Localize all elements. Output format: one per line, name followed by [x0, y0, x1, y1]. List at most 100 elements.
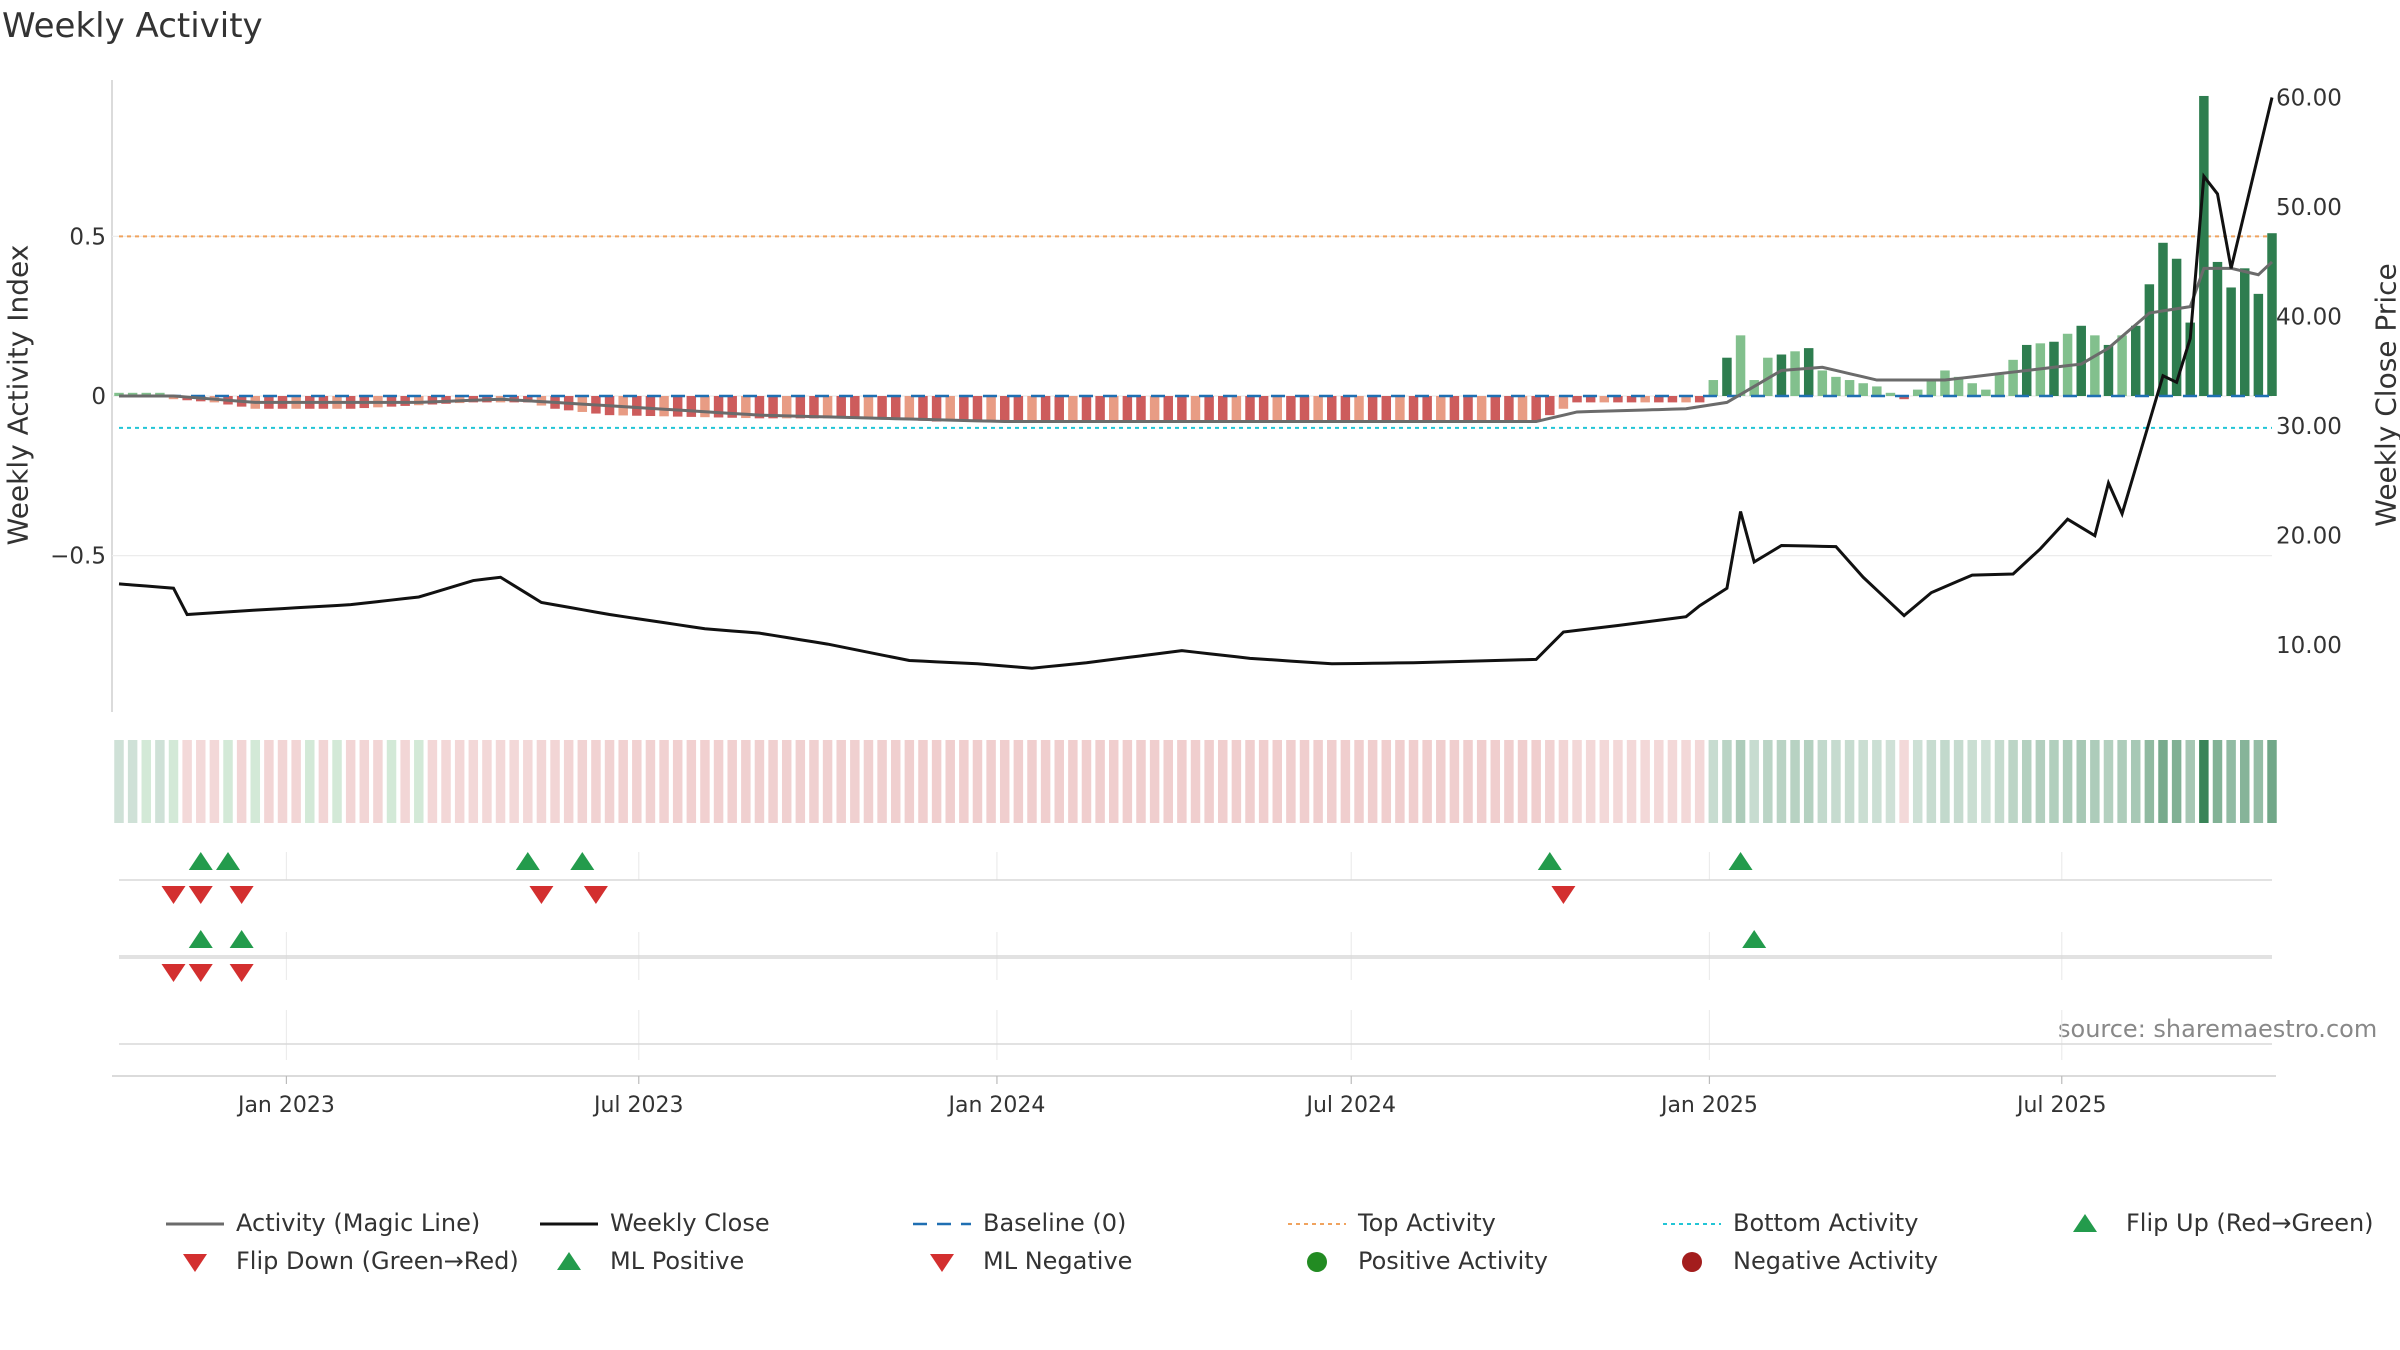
- x-tick-label: Jul 2023: [592, 1093, 684, 1118]
- heat-strip-cell: [1572, 740, 1582, 823]
- heat-strip-cell: [1790, 740, 1800, 823]
- activity-bar: [645, 396, 656, 417]
- activity-bar: [1844, 380, 1855, 396]
- heat-strip-cell: [482, 740, 492, 823]
- ml-positive-marker: [229, 930, 254, 948]
- heat-strip-cell: [713, 740, 724, 823]
- heat-strip-cell: [1054, 740, 1064, 823]
- activity-bar: [1994, 374, 2005, 396]
- activity-bar: [1572, 396, 1582, 403]
- activity-bar: [2185, 322, 2195, 396]
- activity-bar: [2049, 341, 2059, 396]
- heat-strip-cell: [2062, 740, 2073, 823]
- x-tick-label: Jan 2024: [946, 1093, 1045, 1118]
- heat-strip-cell: [999, 740, 1010, 823]
- activity-bar: [1981, 389, 1991, 396]
- heat-strip-cell: [1149, 740, 1160, 823]
- activity-bar: [1640, 396, 1650, 403]
- activity-bar: [904, 396, 915, 420]
- right-tick-label: 30.00: [2276, 414, 2342, 440]
- heat-strip-cell: [2008, 740, 2018, 823]
- heat-strip-cell: [1177, 740, 1187, 823]
- heat-strip-cell: [1408, 740, 1419, 823]
- ml-negative-marker: [188, 964, 213, 982]
- heat-strip-cell: [291, 740, 301, 823]
- flip-up-marker: [188, 852, 213, 870]
- activity-bar: [850, 396, 860, 419]
- x-tick-label: Jul 2025: [2015, 1093, 2107, 1118]
- activity-bar: [1545, 396, 1555, 416]
- activity-bar: [155, 392, 165, 396]
- heat-strip-cell: [563, 740, 574, 823]
- heat-strip-cell: [441, 740, 451, 823]
- legend-label: ML Positive: [610, 1247, 745, 1275]
- heat-strip-cell: [1286, 740, 1296, 823]
- activity-bar: [2158, 242, 2168, 396]
- heat-strip-cell: [741, 740, 751, 823]
- legend-entry: [1307, 1252, 1327, 1272]
- ml-negative-marker: [161, 964, 186, 982]
- heat-strip-cell: [795, 740, 806, 823]
- activity-bar: [1831, 376, 1841, 396]
- activity-bar: [168, 396, 179, 400]
- heat-strip-cell: [2185, 740, 2195, 823]
- heat-strip-cell: [196, 740, 206, 823]
- x-tick-label: Jan 2025: [1659, 1093, 1758, 1118]
- heat-strip-cell: [182, 740, 192, 823]
- green-triangle-up-icon: [2073, 1214, 2097, 1232]
- activity-bar: [959, 396, 969, 422]
- magic-line-series: [119, 260, 2274, 424]
- heat-strip-cell: [155, 740, 165, 823]
- activity-bar: [1613, 396, 1623, 403]
- activity-bar: [1722, 357, 1732, 396]
- heat-strip-cell: [414, 740, 424, 823]
- red-circle-icon: [1682, 1252, 1702, 1272]
- left-tick-label: 0: [91, 384, 106, 410]
- heat-strip-cell: [536, 740, 547, 823]
- activity-bar: [2130, 325, 2141, 396]
- heat-strip-cell: [1749, 740, 1759, 823]
- legend-label: Activity (Magic Line): [236, 1209, 481, 1237]
- activity-bar: [918, 396, 928, 421]
- heat-strip-cell: [890, 740, 901, 823]
- heat-strip-cell: [1667, 740, 1678, 823]
- activity-bar: [1422, 396, 1432, 422]
- activity-bar: [1490, 396, 1501, 422]
- activity-bar: [1149, 396, 1160, 422]
- flip-up-marker: [1728, 852, 1753, 870]
- right-tick-label: 50.00: [2276, 195, 2342, 221]
- activity-bar: [877, 396, 887, 419]
- activity-bar: [1163, 396, 1173, 422]
- heat-strip-cell: [1422, 740, 1432, 823]
- heat-strip-cell: [809, 740, 819, 823]
- left-tick-label: 0.5: [69, 224, 106, 250]
- activity-bar: [414, 396, 424, 406]
- heat-strip-cell: [1763, 740, 1773, 823]
- heat-strip-cell: [1449, 740, 1460, 823]
- heat-strip-cell: [1231, 740, 1242, 823]
- activity-bar: [1681, 396, 1691, 403]
- heat-strip-cell: [1926, 740, 1937, 823]
- heat-strip-cell: [1967, 740, 1977, 823]
- heat-strip-cell: [863, 740, 874, 823]
- activity-bar: [795, 396, 806, 419]
- activity-bar: [127, 392, 138, 396]
- heat-strip-cell: [2103, 740, 2114, 823]
- activity-bar: [427, 396, 438, 405]
- heat-strip-cell: [754, 740, 765, 823]
- activity-bar: [781, 396, 792, 419]
- activity-bar: [1218, 396, 1228, 422]
- heat-strip-cell: [1436, 740, 1446, 823]
- heat-strip-cell: [1218, 740, 1228, 823]
- activity-bar: [1327, 396, 1337, 422]
- heat-strip-cell: [1354, 740, 1364, 823]
- heat-strip-cell: [1476, 740, 1487, 823]
- activity-bar: [1776, 354, 1787, 396]
- heat-strip-cell: [1299, 740, 1310, 823]
- heat-strip-cell: [1858, 740, 1868, 823]
- heat-strip-cell: [1095, 740, 1105, 823]
- activity-bar: [1667, 396, 1678, 403]
- activity-bar: [727, 396, 737, 418]
- heat-strip-cell: [1517, 740, 1528, 823]
- activity-bar: [700, 396, 710, 418]
